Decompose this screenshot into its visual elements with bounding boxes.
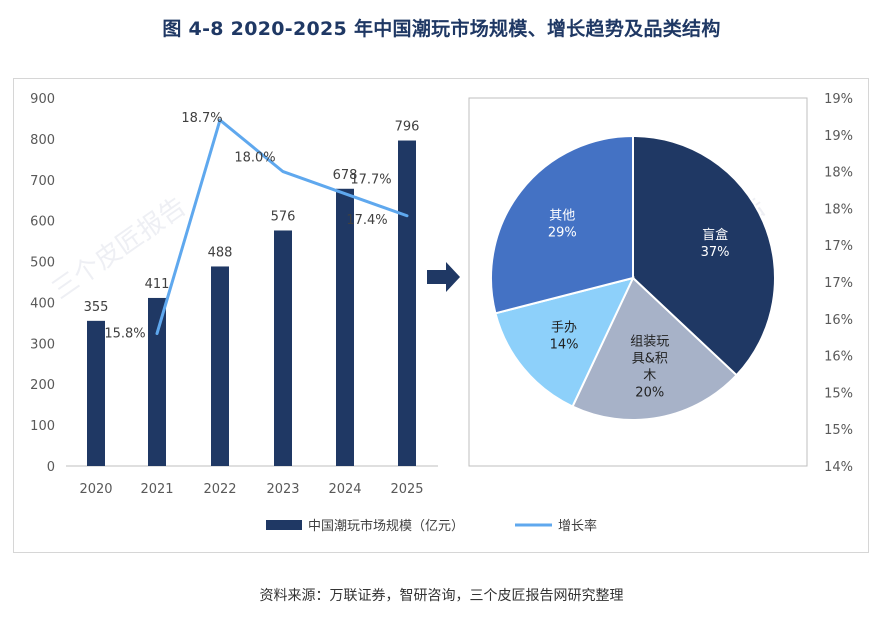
x-tick-label: 2023 [266, 482, 299, 497]
y2-tick-label: 18% [824, 166, 853, 181]
pie-slice-percent: 29% [548, 226, 577, 241]
chart-frame [13, 78, 869, 553]
bar-value-label: 796 [395, 120, 420, 135]
y2-tick-label: 16% [824, 350, 853, 365]
bar [148, 297, 166, 466]
pie-slice [494, 276, 635, 408]
y2-tick-label: 16% [824, 313, 853, 328]
chart-title: 图 4-8 2020-2025 年中国潮玩市场规模、增长趋势及品类结构 [162, 18, 721, 40]
pie-slice-label: 具&积 [632, 351, 668, 366]
growth-rate-label: 15.8% [104, 327, 145, 342]
y-tick-label: 600 [30, 215, 55, 230]
y-tick-label: 500 [30, 256, 55, 271]
bar-value-label: 576 [271, 209, 296, 224]
y2-tick-label: 15% [824, 423, 853, 438]
legend-line-label: 增长率 [558, 518, 597, 534]
y2-tick-label: 17% [824, 276, 853, 291]
pie-slice [490, 134, 634, 315]
bar [336, 188, 354, 467]
arrow-icon [427, 262, 460, 292]
y-tick-label: 100 [30, 419, 55, 434]
growth-rate-label: 18.7% [181, 111, 222, 126]
y-tick-label: 800 [30, 133, 55, 148]
bar-value-label: 488 [208, 245, 233, 260]
y-tick-label: 400 [30, 296, 55, 311]
bar [274, 230, 292, 466]
y2-tick-label: 19% [824, 129, 853, 144]
y-tick-label: 200 [30, 378, 55, 393]
bar-value-label: 411 [145, 277, 170, 292]
bar [211, 266, 229, 466]
pie-slice-label: 组装玩 [630, 334, 669, 349]
bar-value-label: 678 [333, 168, 358, 183]
legend-bar-swatch [266, 520, 302, 530]
pie-slice [571, 276, 738, 421]
y-tick-label: 300 [30, 337, 55, 352]
growth-rate-label: 17.7% [350, 173, 391, 188]
x-tick-label: 2024 [328, 482, 361, 497]
pie-panel [468, 97, 808, 467]
y2-tick-label: 18% [824, 202, 853, 217]
pie-slice-percent: 20% [635, 385, 664, 400]
pie-slice-label: 盲盒 [702, 227, 728, 243]
x-tick-label: 2025 [390, 482, 423, 497]
x-tick-label: 2020 [79, 482, 112, 497]
growth-rate-label: 18.0% [234, 151, 275, 166]
pie-slice-label: 手办 [551, 321, 577, 336]
x-tick-label: 2022 [203, 482, 236, 497]
pie-slice-percent: 14% [550, 338, 579, 353]
growth-rate-label: 17.4% [346, 213, 387, 228]
growth-rate-line [155, 118, 409, 336]
y2-tick-label: 17% [824, 239, 853, 254]
pie-slice [632, 134, 776, 377]
x-tick-label: 2021 [140, 482, 173, 497]
y-tick-label: 700 [30, 174, 55, 189]
bar [398, 140, 416, 466]
pie-slice-label: 木 [643, 368, 656, 383]
y2-tick-label: 15% [824, 386, 853, 401]
y-tick-label: 0 [47, 460, 55, 475]
y2-tick-label: 19% [824, 92, 853, 107]
legend-bar-label: 中国潮玩市场规模（亿元） [308, 518, 464, 534]
pie-slice-label: 其他 [549, 209, 575, 224]
bar-value-label: 355 [84, 300, 109, 315]
y2-tick-label: 14% [824, 460, 853, 475]
source-note: 资料来源：万联证券，智研咨询，三个皮匠报告网研究整理 [259, 588, 624, 604]
y-tick-label: 900 [30, 92, 55, 107]
bar [87, 320, 105, 466]
pie-slice-percent: 37% [701, 245, 730, 260]
